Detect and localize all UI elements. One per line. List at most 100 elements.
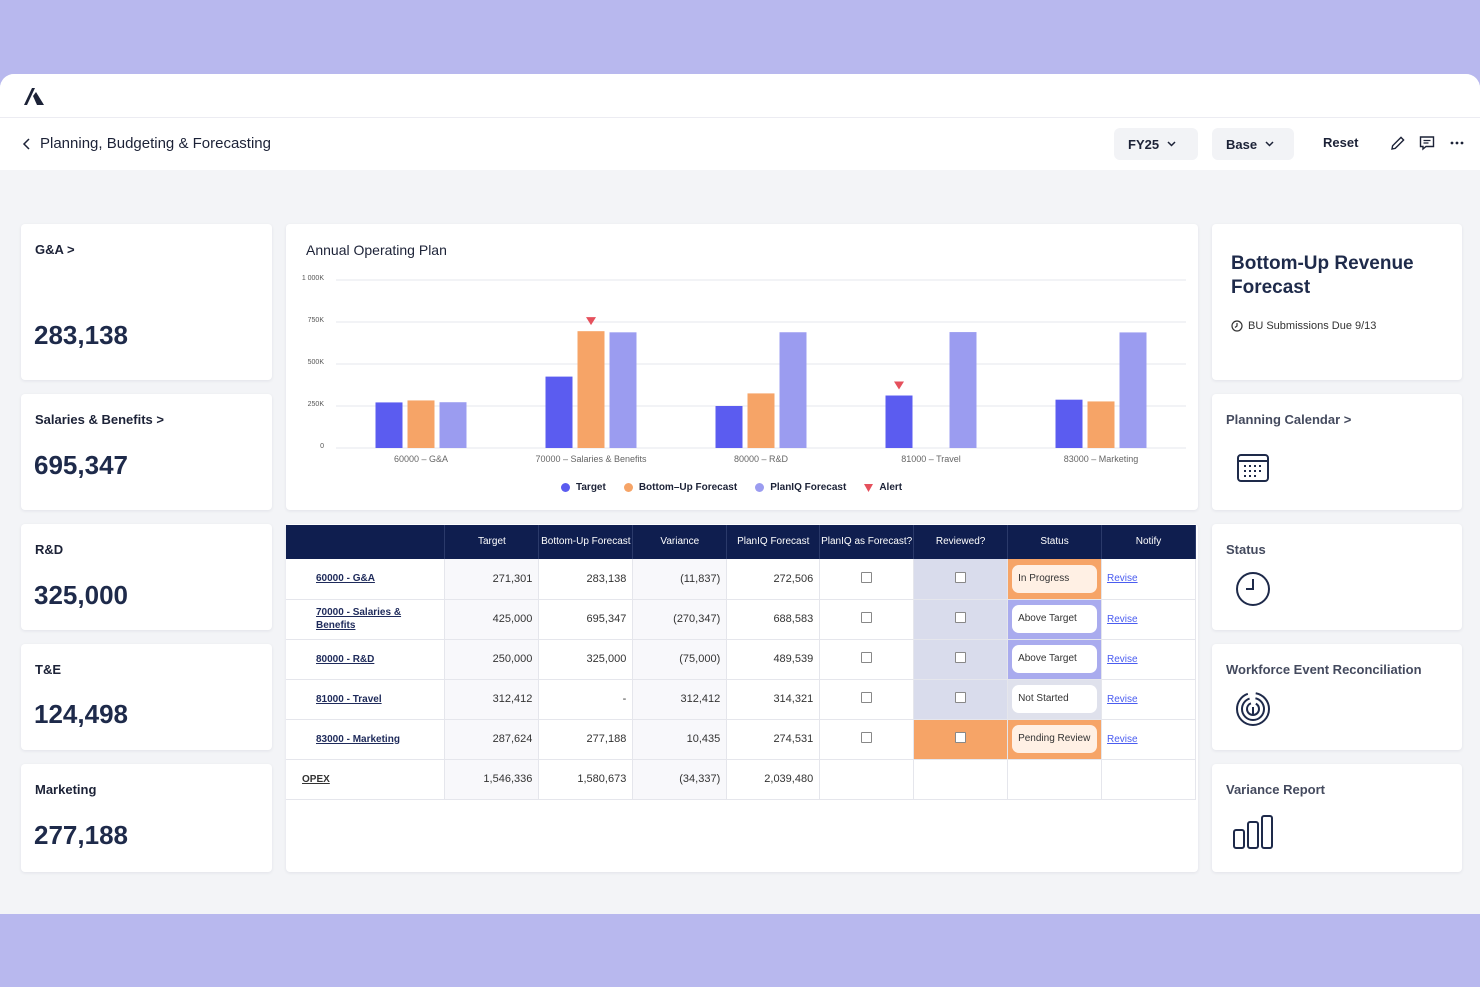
pencil-icon[interactable]: [1389, 134, 1407, 152]
y-tick-label: 500K: [307, 359, 324, 366]
bar-target[interactable]: [715, 406, 743, 448]
bar-bottom-up-forecast[interactable]: [747, 393, 775, 448]
status-cell: Above Target: [1007, 639, 1103, 680]
bar-planiq-forecast[interactable]: [1119, 332, 1147, 448]
column-header[interactable]: Bottom-Up Forecast: [538, 525, 634, 559]
bottom-up-cell[interactable]: 277,188: [538, 719, 634, 760]
planning-calendar-card[interactable]: Planning Calendar >: [1212, 394, 1462, 510]
legend-swatch: [623, 483, 633, 492]
column-header[interactable]: PlanIQ as Forecast?: [819, 525, 915, 559]
bar-planiq-forecast[interactable]: [779, 332, 807, 448]
bar-target[interactable]: [375, 402, 403, 448]
back-breadcrumb[interactable]: Planning, Budgeting & Forecasting: [22, 135, 271, 152]
revise-link[interactable]: Revise: [1101, 599, 1196, 640]
bar-planiq-forecast[interactable]: [949, 332, 977, 448]
bottom-up-cell[interactable]: -: [538, 679, 634, 720]
bar-target[interactable]: [1055, 399, 1083, 448]
bar-target[interactable]: [545, 376, 573, 448]
planiq-cell: 274,531: [726, 719, 821, 760]
legend-item-target[interactable]: Target: [561, 482, 606, 493]
target-cell[interactable]: 425,000: [444, 599, 540, 640]
planiq-cell: 489,539: [726, 639, 821, 680]
bar-bottom-up-forecast[interactable]: [577, 331, 605, 448]
column-header[interactable]: Notify: [1101, 525, 1196, 559]
bar-bottom-up-forecast[interactable]: [1087, 401, 1115, 448]
variance-report-card[interactable]: Variance Report: [1212, 764, 1462, 872]
alert-triangle-icon: [864, 483, 874, 492]
status-badge[interactable]: Above Target: [1012, 645, 1098, 673]
reviewed-checkbox[interactable]: [955, 612, 967, 623]
x-tick-label: 80000 – R&D: [733, 454, 789, 464]
reviewed-cell: [913, 559, 1009, 600]
row-name-link[interactable]: 81000 - Travel: [286, 679, 446, 720]
y-tick-label: 0: [320, 443, 324, 450]
planiq-as-forecast-checkbox[interactable]: [861, 652, 873, 663]
workforce-card[interactable]: Workforce Event Reconciliation: [1212, 644, 1462, 750]
status-badge[interactable]: Above Target: [1012, 605, 1098, 633]
kpi-card-salaries[interactable]: Salaries & Benefits > 695,347: [21, 394, 272, 510]
status-cell: Pending Review: [1007, 719, 1103, 760]
column-header[interactable]: Target: [444, 525, 540, 559]
reviewed-checkbox[interactable]: [955, 732, 967, 743]
legend-item-bottom-up[interactable]: Bottom–Up Forecast: [623, 482, 737, 493]
comment-icon[interactable]: [1418, 134, 1436, 152]
column-header[interactable]: Reviewed?: [913, 525, 1009, 559]
revise-link[interactable]: Revise: [1101, 679, 1196, 720]
target-cell[interactable]: 250,000: [444, 639, 540, 680]
kpi-card-marketing[interactable]: Marketing 277,188: [21, 764, 272, 872]
forecast-table: Target Bottom-Up Forecast Variance PlanI…: [286, 525, 1196, 800]
bar-planiq-forecast[interactable]: [609, 332, 637, 448]
total-bottom-up-cell: 1,580,673: [538, 759, 634, 800]
row-name-link[interactable]: 83000 - Marketing: [286, 719, 446, 760]
target-cell[interactable]: 271,301: [444, 559, 540, 600]
bar-target[interactable]: [885, 395, 913, 448]
revise-link[interactable]: Revise: [1101, 639, 1196, 680]
bottom-up-cell[interactable]: 695,347: [538, 599, 634, 640]
kpi-card-te[interactable]: T&E 124,498: [21, 644, 272, 750]
planiq-as-forecast-checkbox[interactable]: [861, 732, 873, 743]
reviewed-checkbox[interactable]: [955, 571, 967, 583]
alert-marker[interactable]: [586, 317, 596, 326]
legend-item-alert[interactable]: Alert: [864, 482, 902, 493]
forecast-card[interactable]: Bottom-Up Revenue Forecast BU Submission…: [1212, 224, 1462, 380]
target-cell[interactable]: 287,624: [444, 719, 540, 760]
legend-item-planiq[interactable]: PlanIQ Forecast: [755, 482, 846, 493]
bar-planiq-forecast[interactable]: [439, 402, 467, 448]
status-badge[interactable]: In Progress: [1012, 564, 1098, 593]
bottom-up-cell[interactable]: 283,138: [538, 559, 634, 600]
bar-bottom-up-forecast[interactable]: [407, 400, 435, 448]
row-name-link[interactable]: 70000 - Salaries & Benefits: [286, 599, 446, 640]
reviewed-checkbox[interactable]: [955, 652, 967, 663]
column-header[interactable]: PlanIQ Forecast: [726, 525, 821, 559]
planiq-as-forecast-checkbox[interactable]: [861, 571, 873, 583]
status-cell: Above Target: [1007, 599, 1103, 640]
anaplan-logo-icon[interactable]: [22, 86, 46, 106]
card-title: Workforce Event Reconciliation: [1226, 662, 1422, 677]
reset-button[interactable]: Reset: [1323, 135, 1359, 150]
revise-link[interactable]: Revise: [1101, 559, 1196, 600]
status-badge[interactable]: Pending Review: [1012, 725, 1098, 753]
planiq-as-forecast-checkbox[interactable]: [861, 612, 873, 623]
row-name-link[interactable]: 60000 - G&A: [286, 559, 446, 600]
reviewed-checkbox[interactable]: [955, 692, 967, 703]
more-icon[interactable]: [1448, 134, 1466, 152]
row-name-link[interactable]: 80000 - R&D: [286, 639, 446, 680]
status-card[interactable]: Status: [1212, 524, 1462, 630]
bottom-up-cell[interactable]: 325,000: [538, 639, 634, 680]
kpi-card-ga[interactable]: G&A > 283,138: [21, 224, 272, 380]
alert-marker[interactable]: [894, 381, 904, 390]
column-header[interactable]: Variance: [632, 525, 728, 559]
kpi-title: Marketing: [35, 782, 97, 797]
total-name-link[interactable]: OPEX: [286, 759, 446, 800]
column-header[interactable]: Status: [1007, 525, 1103, 559]
kpi-card-rd[interactable]: R&D 325,000: [21, 524, 272, 630]
planiq-as-forecast-checkbox[interactable]: [861, 692, 873, 703]
revise-link[interactable]: Revise: [1101, 719, 1196, 760]
target-cell[interactable]: 312,412: [444, 679, 540, 720]
status-badge[interactable]: Not Started: [1012, 685, 1098, 713]
scenario-select[interactable]: Base: [1212, 128, 1294, 160]
total-target-cell: 1,546,336: [444, 759, 540, 800]
year-select[interactable]: FY25: [1114, 128, 1198, 160]
empty-cell: [1007, 759, 1103, 800]
forecast-title: Bottom-Up Revenue Forecast: [1231, 253, 1414, 298]
